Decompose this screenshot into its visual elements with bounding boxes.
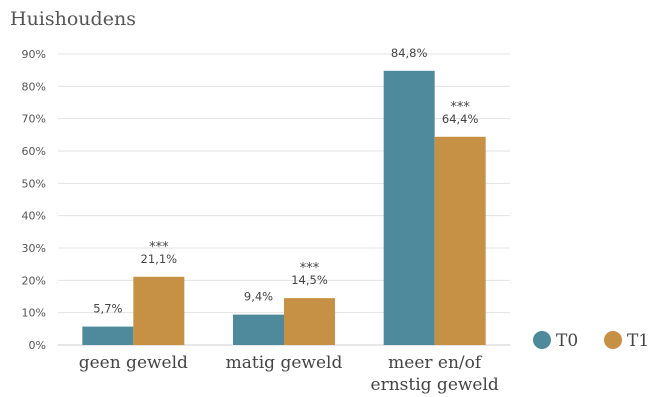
y-tick-label: 40% (22, 210, 46, 223)
significance-label: *** (450, 100, 470, 115)
bar-t1 (284, 298, 335, 345)
legend-label-t1: T1 (627, 331, 649, 351)
bar-t1 (133, 276, 185, 345)
y-tick-label: 60% (22, 145, 46, 158)
bar-t1 (434, 136, 486, 345)
y-tick-label: 30% (22, 242, 46, 255)
y-tick-label: 70% (22, 113, 46, 126)
x-category-label: matig geweld (226, 353, 343, 373)
bar-t0 (383, 70, 435, 346)
data-label: 14,5% (291, 273, 328, 287)
y-tick-label: 20% (22, 274, 46, 287)
x-category-label: ernstig geweld (371, 375, 499, 395)
data-label: 64,4% (442, 112, 479, 126)
legend-marker-t0 (533, 331, 551, 349)
y-tick-label: 0% (29, 339, 46, 352)
chart-title: Huishoudens (10, 8, 136, 30)
y-tick-label: 10% (22, 307, 46, 320)
y-tick-label: 80% (22, 80, 46, 93)
y-tick-label: 90% (22, 48, 46, 61)
data-label: 9,4% (244, 290, 273, 304)
significance-label: *** (300, 261, 320, 276)
y-tick-label: 50% (22, 177, 46, 190)
x-category-label: meer en/of (388, 353, 483, 373)
significance-label: *** (149, 240, 169, 255)
legend-marker-t1 (604, 331, 622, 349)
bar-t0 (82, 326, 134, 345)
data-label: 21,1% (141, 252, 178, 266)
x-category-label: geen geweld (79, 353, 188, 373)
legend-label-t0: T0 (556, 331, 578, 351)
data-label: 5,7% (93, 302, 122, 316)
bar-t0 (233, 314, 284, 345)
data-label: 84,8% (391, 46, 428, 60)
